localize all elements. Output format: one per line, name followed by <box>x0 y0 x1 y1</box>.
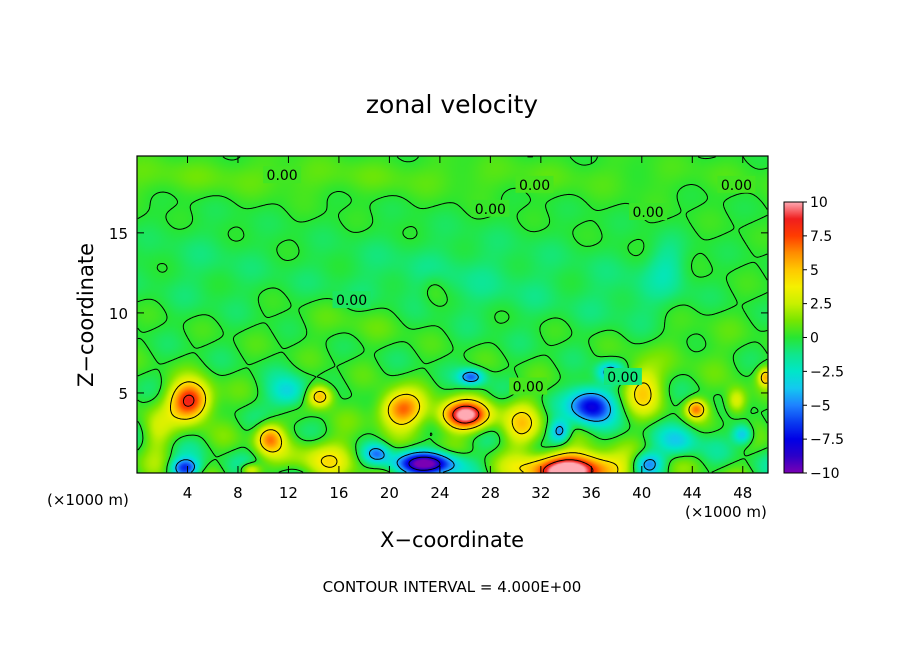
x-tick-label: 44 <box>683 484 702 502</box>
contour-label-bg <box>603 367 642 385</box>
chart-title: zonal velocity <box>366 90 538 119</box>
colorbar-ticks: 10 7.5 5 2.5 0 −2.5 −5 −7.5 −10 <box>803 195 844 482</box>
contour-label: 0.00 <box>336 293 367 309</box>
velocity-field <box>137 156 768 473</box>
contour-level-line <box>408 456 441 471</box>
contour-interval-note: CONTOUR INTERVAL = 4.000E+00 <box>323 578 582 596</box>
colorbar-tick-label: 5 <box>810 263 819 279</box>
colorbar-tick-label: −5 <box>810 398 831 414</box>
x-tick-label: 20 <box>380 484 399 502</box>
x-tick-label: 24 <box>430 484 449 502</box>
x-tick-label: 4 <box>183 484 193 502</box>
x-axis-label: X−coordinate <box>380 528 524 552</box>
contour-label-bg <box>717 175 756 193</box>
contour-lines <box>137 156 768 473</box>
contour-label: 0.00 <box>475 202 506 218</box>
contour-labels: 0.00 0.00 0.00 0.00 0.00 0.00 0.00 0.00 <box>263 166 756 396</box>
plot-frame <box>136 155 769 474</box>
x-tick-label: 40 <box>632 484 651 502</box>
contour-label-bg <box>515 175 554 193</box>
contour-level-line <box>182 394 594 473</box>
contour-level-line <box>137 156 768 473</box>
contour-label: 0.00 <box>633 205 664 221</box>
x-axis-ticks: 4 8 12 16 20 24 28 32 36 40 44 48 <box>183 156 752 502</box>
x-unit-left: (×1000 m) <box>47 491 129 509</box>
contour-label: 0.00 <box>607 370 638 386</box>
x-tick-label: 12 <box>279 484 298 502</box>
colorbar-tick-label: 10 <box>810 195 828 211</box>
x-tick-label: 36 <box>582 484 601 502</box>
y-axis-ticks: 5 10 15 <box>109 225 768 403</box>
contour-label-bg <box>471 199 510 217</box>
colorbar-tick-label: −10 <box>810 466 840 482</box>
colorbar-tick-label: −2.5 <box>810 364 844 380</box>
y-axis-label: Z−coordinate <box>74 243 98 387</box>
colorbar-tick-label: 0 <box>810 331 819 347</box>
contour-label-bg <box>629 203 668 221</box>
x-tick-label: 48 <box>733 484 752 502</box>
contour-label: 0.00 <box>519 178 550 194</box>
contour-label: 0.00 <box>513 380 544 396</box>
contour-label-bg <box>263 166 302 184</box>
contour-label-bg <box>509 377 548 395</box>
y-tick-label: 10 <box>109 305 128 323</box>
x-unit-right: (×1000 m) <box>685 503 767 521</box>
plot-area: 0.000.00 0.000.00 0.000.000.000.00 4 8 12 16 2… <box>109 155 769 502</box>
y-tick-label: 5 <box>118 385 128 403</box>
colorbar-gradient <box>783 201 804 474</box>
colorbar-tick-label: 7.5 <box>810 229 832 245</box>
contour-label-bg <box>332 291 371 309</box>
colorbar-tick-label: −7.5 <box>810 432 844 448</box>
x-tick-label: 32 <box>531 484 550 502</box>
y-tick-label: 15 <box>109 225 128 243</box>
contour-label: 0.00 <box>721 178 752 194</box>
contour-label: 0.00 <box>267 168 298 184</box>
x-tick-label: 8 <box>233 484 243 502</box>
colorbar: 10 7.5 5 2.5 0 −2.5 −5 −7.5 −10 <box>783 195 844 482</box>
contour-level-line <box>170 371 768 473</box>
x-tick-label: 28 <box>481 484 500 502</box>
colorbar-tick-label: 2.5 <box>810 297 832 313</box>
x-tick-label: 16 <box>329 484 348 502</box>
